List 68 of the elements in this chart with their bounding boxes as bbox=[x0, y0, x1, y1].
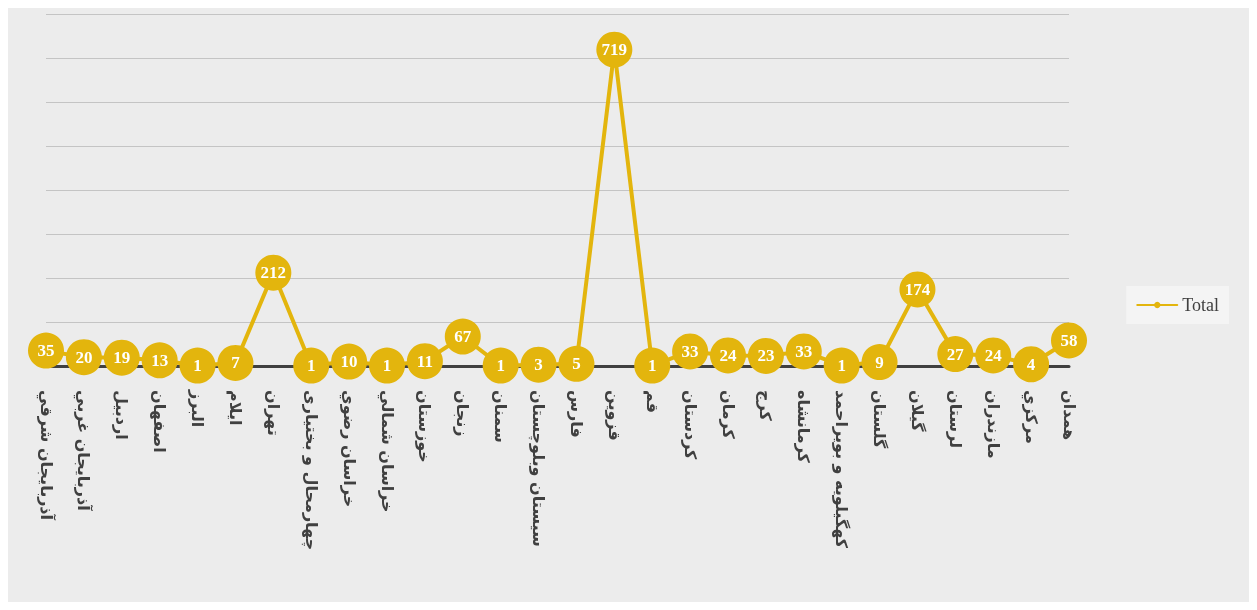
data-label: 1 bbox=[647, 356, 657, 376]
point bbox=[558, 345, 595, 382]
data-label: 1 bbox=[382, 356, 392, 376]
data-label: 1 bbox=[496, 356, 505, 376]
x-tick-label: اردبیل bbox=[112, 390, 132, 440]
point bbox=[217, 344, 254, 381]
data-label: 24 bbox=[984, 345, 1003, 365]
x-tick-label: ایلام bbox=[225, 390, 245, 426]
x-tick-label: لرستان bbox=[945, 390, 965, 448]
x-tick-label: البرز bbox=[188, 389, 208, 428]
data-label: 24 bbox=[719, 345, 737, 365]
x-tick-label: زنجان bbox=[453, 390, 473, 437]
x-tick-label: همدان bbox=[1059, 390, 1079, 441]
x-tick-label: تهران bbox=[263, 390, 283, 436]
legend-label: Total bbox=[1182, 295, 1219, 315]
x-tick-label: مازندران bbox=[983, 390, 1003, 459]
x-tick-label: قم bbox=[642, 390, 662, 414]
point bbox=[179, 347, 216, 384]
data-label: 27 bbox=[946, 344, 965, 364]
x-tick-label: خوزستان bbox=[415, 390, 435, 463]
x-tick-label: خراسان شمالي bbox=[376, 390, 397, 513]
data-label: 3 bbox=[534, 355, 543, 375]
point bbox=[1013, 346, 1050, 383]
x-tick-label: فارس bbox=[566, 390, 586, 438]
data-label: 174 bbox=[904, 279, 931, 299]
data-label: 11 bbox=[416, 351, 433, 371]
x-tick-label: کردستان bbox=[680, 390, 700, 461]
x-tick-label: مرکزي bbox=[1020, 390, 1041, 444]
data-label: 13 bbox=[151, 350, 169, 370]
x-tick-label: گیلان bbox=[907, 390, 927, 433]
data-label: 19 bbox=[113, 348, 131, 368]
data-label: 212 bbox=[260, 263, 287, 283]
x-tick-label: کرمان bbox=[718, 390, 738, 440]
x-tick-label: کرمانشاه bbox=[794, 390, 814, 464]
data-label: 719 bbox=[601, 40, 628, 60]
x-tick-label: چهارمحال و بختیاری bbox=[300, 390, 321, 551]
point bbox=[861, 344, 898, 381]
data-label: 9 bbox=[875, 352, 884, 372]
data-label: 33 bbox=[795, 341, 813, 361]
data-label: 35 bbox=[37, 341, 55, 361]
x-tick-label: آذربایجان غربي bbox=[73, 390, 95, 512]
point bbox=[634, 347, 671, 384]
data-label: 1 bbox=[193, 356, 202, 376]
x-tick-label: آذربایجان شرقي bbox=[35, 390, 57, 521]
x-tick-label: قزوین bbox=[604, 390, 624, 441]
x-tick-label: اصفهان bbox=[150, 390, 170, 453]
point bbox=[520, 346, 557, 383]
data-label: 58 bbox=[1060, 330, 1078, 350]
x-tick-label: کرج bbox=[756, 390, 776, 422]
data-label: 7 bbox=[231, 353, 241, 373]
point bbox=[823, 347, 860, 384]
x-tick-label: سیستان وبلوچستان bbox=[528, 390, 549, 547]
data-label: 5 bbox=[572, 354, 581, 374]
data-label: 1 bbox=[306, 356, 316, 376]
point bbox=[482, 347, 519, 384]
data-label: 67 bbox=[454, 327, 472, 347]
data-label: 33 bbox=[681, 341, 699, 361]
point bbox=[369, 347, 405, 384]
data-label: 20 bbox=[75, 347, 93, 367]
x-tick-label: کهگیلویه و بویراحمد bbox=[832, 390, 852, 549]
data-label: 1 bbox=[837, 356, 846, 376]
x-tick-label: خراسان رضوي bbox=[338, 390, 359, 508]
point bbox=[293, 347, 330, 384]
x-tick-label: گلستان bbox=[870, 390, 890, 450]
x-tick-label: سمنان bbox=[491, 390, 511, 443]
data-label: 10 bbox=[340, 352, 358, 372]
data-label: 23 bbox=[757, 346, 775, 366]
data-label: 4 bbox=[1026, 354, 1036, 374]
